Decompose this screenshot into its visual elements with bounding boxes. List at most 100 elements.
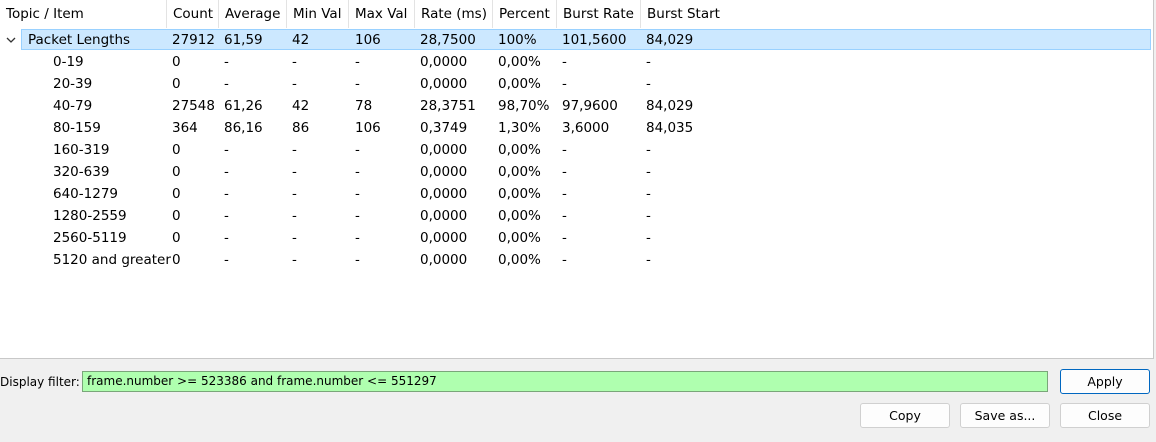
cell-avg: 61,59 <box>224 32 263 48</box>
tree-row[interactable]: 80-159 364 86,16 86 106 0,3749 1,30% 3,6000 84,0… <box>0 117 1153 139</box>
cell-rate: 0,0000 <box>420 230 468 246</box>
cell-topic: 320-639 <box>53 164 110 180</box>
column-header-count[interactable]: Count <box>167 0 219 28</box>
cell-topic: 0-19 <box>53 54 84 70</box>
save-as-button[interactable]: Save as... <box>960 403 1050 428</box>
cell-avg: 61,26 <box>224 98 263 114</box>
cell-max: 78 <box>355 98 373 114</box>
cell-avg: - <box>224 208 229 224</box>
tree-row[interactable]: 160-319 0 - - - 0,0000 0,00% - - <box>0 139 1153 161</box>
cell-bstart: - <box>646 76 651 92</box>
cell-avg: - <box>224 142 229 158</box>
tree-row[interactable]: 40-79 27548 61,26 42 78 28,3751 98,70% 97,9600 8… <box>0 95 1153 117</box>
cell-brate: 97,9600 <box>562 98 618 114</box>
cell-bstart: - <box>646 142 651 158</box>
tree-row[interactable]: 0-19 0 - - - 0,0000 0,00% - - <box>0 51 1153 73</box>
cell-min: 42 <box>292 32 310 48</box>
cell-count: 0 <box>172 76 181 92</box>
cell-min: - <box>292 186 297 202</box>
cell-topic: 20-39 <box>53 76 93 92</box>
tree-row[interactable]: 2560-5119 0 - - - 0,0000 0,00% - - <box>0 227 1153 249</box>
cell-min: - <box>292 208 297 224</box>
cell-brate: - <box>562 208 567 224</box>
cell-rate: 0,0000 <box>420 164 468 180</box>
column-header-percent[interactable]: Percent <box>493 0 557 28</box>
tree-row[interactable]: 320-639 0 - - - 0,0000 0,00% - - <box>0 161 1153 183</box>
cell-avg: - <box>224 252 229 268</box>
column-label-percent: Percent <box>499 6 550 22</box>
column-label-burst-start: Burst Start <box>647 6 720 22</box>
cell-max: - <box>355 252 360 268</box>
tree-row[interactable]: 20-39 0 - - - 0,0000 0,00% - - <box>0 73 1153 95</box>
tree-row-parent[interactable]: Packet Lengths 27912 61,59 42 106 28,7500 100%… <box>0 29 1153 51</box>
cell-bstart: - <box>646 54 651 70</box>
cell-count: 0 <box>172 164 181 180</box>
cell-avg: - <box>224 54 229 70</box>
column-label-min-val: Min Val <box>293 6 342 22</box>
cell-bstart: - <box>646 186 651 202</box>
cell-pct: 0,00% <box>498 186 541 202</box>
cell-avg: - <box>224 186 229 202</box>
cell-avg: - <box>224 164 229 180</box>
tree-row[interactable]: 1280-2559 0 - - - 0,0000 0,00% - - <box>0 205 1153 227</box>
cell-min: - <box>292 252 297 268</box>
cell-pct: 0,00% <box>498 54 541 70</box>
close-button[interactable]: Close <box>1060 403 1150 428</box>
cell-max: - <box>355 164 360 180</box>
column-header-burst-rate[interactable]: Burst Rate <box>557 0 641 28</box>
column-header-average[interactable]: Average <box>219 0 287 28</box>
cell-brate: - <box>562 186 567 202</box>
cell-max: - <box>355 230 360 246</box>
tree-row[interactable]: 5120 and greater 0 - - - 0,0000 0,00% - - <box>0 249 1153 271</box>
cell-rate: 0,0000 <box>420 252 468 268</box>
cell-rate: 0,0000 <box>420 208 468 224</box>
cell-pct: 98,70% <box>498 98 550 114</box>
cell-rate: 0,0000 <box>420 186 468 202</box>
cell-pct: 100% <box>498 32 537 48</box>
apply-button[interactable]: Apply <box>1060 369 1150 394</box>
cell-count: 0 <box>172 252 181 268</box>
cell-min: - <box>292 76 297 92</box>
copy-button[interactable]: Copy <box>860 403 950 428</box>
column-header-min-val[interactable]: Min Val <box>287 0 349 28</box>
cell-brate: - <box>562 230 567 246</box>
column-label-average: Average <box>225 6 281 22</box>
cell-brate: - <box>562 164 567 180</box>
cell-count: 364 <box>172 120 198 136</box>
cell-brate: 3,6000 <box>562 120 610 136</box>
cell-count: 27548 <box>172 98 215 114</box>
cell-min: - <box>292 164 297 180</box>
cell-brate: - <box>562 76 567 92</box>
cell-rate: 0,0000 <box>420 76 468 92</box>
cell-min: - <box>292 142 297 158</box>
cell-min: 86 <box>292 120 310 136</box>
cell-min: - <box>292 230 297 246</box>
column-label-topic: Topic / Item <box>6 6 84 22</box>
cell-rate: 0,0000 <box>420 142 468 158</box>
column-label-count: Count <box>173 6 214 22</box>
column-header-burst-start[interactable]: Burst Start <box>641 0 1153 28</box>
cell-bstart: - <box>646 230 651 246</box>
display-filter-label: Display filter: <box>0 375 80 389</box>
statistics-tree[interactable]: Topic / Item Count Average Min Val Max V… <box>0 0 1154 359</box>
column-header-topic[interactable]: Topic / Item <box>0 0 167 28</box>
cell-brate: 101,5600 <box>562 32 627 48</box>
column-header-max-val[interactable]: Max Val <box>349 0 415 28</box>
cell-pct: 0,00% <box>498 76 541 92</box>
cell-brate: - <box>562 252 567 268</box>
cell-rate: 0,3749 <box>420 120 468 136</box>
tree-row[interactable]: 640-1279 0 - - - 0,0000 0,00% - - <box>0 183 1153 205</box>
column-header-rate[interactable]: Rate (ms) <box>415 0 493 28</box>
cell-brate: - <box>562 142 567 158</box>
cell-count: 0 <box>172 54 181 70</box>
cell-pct: 0,00% <box>498 164 541 180</box>
cell-rate: 28,3751 <box>420 98 476 114</box>
cell-pct: 0,00% <box>498 208 541 224</box>
cell-topic: 40-79 <box>53 98 93 114</box>
column-header: Topic / Item Count Average Min Val Max V… <box>0 0 1153 28</box>
chevron-down-icon[interactable] <box>6 35 16 45</box>
cell-count: 0 <box>172 230 181 246</box>
display-filter-input[interactable]: frame.number >= 523386 and frame.number … <box>82 371 1048 392</box>
cell-bstart: 84,029 <box>646 98 694 114</box>
cell-pct: 0,00% <box>498 142 541 158</box>
